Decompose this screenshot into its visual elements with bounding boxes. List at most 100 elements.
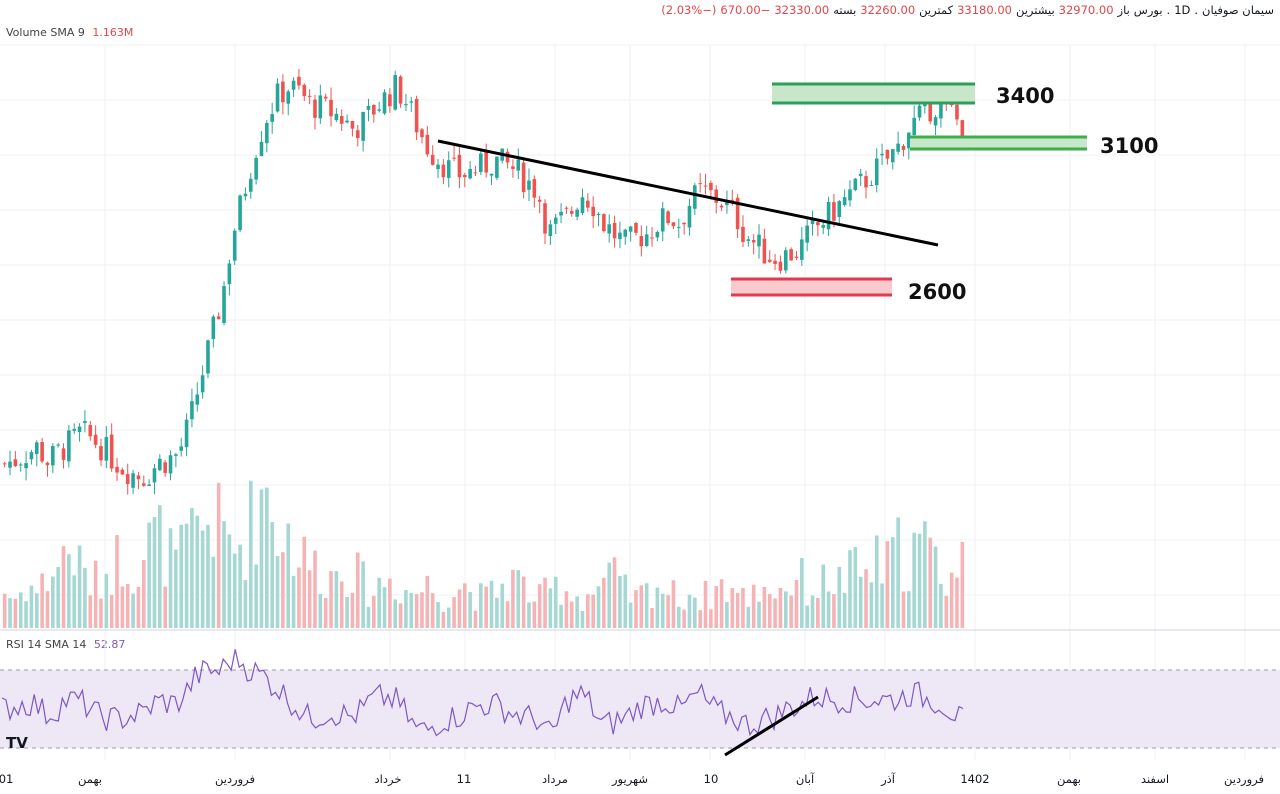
volume-bar [393,599,398,628]
candle-body [869,184,874,186]
volume-bar [45,591,50,628]
candle-body [72,428,77,431]
volume-bars [2,480,965,628]
tradingview-logo-icon[interactable]: TV [6,734,28,752]
symbol-name[interactable]: سیمان صوفیان [1202,3,1274,17]
volume-bar [602,577,606,628]
volume-bar [837,566,842,628]
volume-bar [2,593,7,628]
candle-body [591,206,595,217]
x-axis-label: آبان [796,772,815,786]
volume-bar [40,573,44,628]
candle-body [842,197,847,206]
rsi-trendline [724,695,819,757]
candle-body [693,185,697,209]
volume-bar [714,586,719,628]
volume-bar [489,580,494,628]
candle-body [896,143,900,152]
volume-bar [955,577,959,628]
volume-bar [821,564,826,628]
volume-bar [334,571,339,628]
candle-body [757,234,761,247]
volume-bar [783,591,788,628]
volume-bar [222,521,226,628]
x-axis-label: 10 [704,772,719,786]
candle-body [810,219,815,225]
volume-bar [751,584,756,628]
candle-body [345,120,349,123]
volume-bar [896,517,900,628]
candle-body [13,459,18,467]
volume-bar [211,556,216,628]
volume-bar [436,602,440,628]
volume-bar [607,562,612,628]
volume-bar [569,601,574,628]
volume-legend[interactable]: Volume SMA 9 1.163M [6,26,133,39]
candle-body [125,474,130,485]
volume-bar [83,567,87,628]
volume-bar [639,585,644,628]
rsi-legend[interactable]: RSI 14 SMA 14 52.87 [6,638,125,651]
candle-body [398,76,403,104]
volume-bar [564,591,569,628]
volume-bar [586,594,590,628]
volume-bar [789,595,793,628]
volume-bar [698,610,702,628]
candle-body [489,173,494,176]
volume-bar [414,594,419,628]
candle-body [553,217,558,224]
candle-body [206,340,210,374]
candle-body [890,149,895,163]
candle-body [425,134,430,155]
volume-bar [195,515,200,628]
volume-bar [596,586,601,628]
timeframe[interactable]: 1D [1174,3,1191,17]
rsi-line [1,649,964,737]
candle-body [18,464,23,466]
volume-bar [858,576,863,628]
candle-body [131,473,135,488]
volume-bar [553,576,558,628]
candle-body [168,455,173,474]
rsi-panel [0,649,1280,757]
volume-bar [580,611,585,628]
candle-body [548,224,553,237]
volume-bar [794,580,799,628]
candle-body [516,159,521,171]
volume-bar [339,581,344,628]
volume-bar [516,570,521,628]
volume-bar [355,552,360,628]
volume-bar [655,587,660,628]
volume-bar [960,541,965,628]
volume-bar [120,586,125,628]
volume-bar [864,569,868,628]
candle-body [248,178,253,192]
candle-body [917,105,922,118]
volume-bar [452,597,456,628]
volume-bar [457,589,462,628]
candle-body [901,145,906,150]
close-label: بسته [833,3,857,17]
volume-bar [56,566,60,628]
candle-body [960,120,965,141]
candle-body [40,441,44,462]
x-axis-label: فروردین [215,772,255,787]
volume-bar [275,556,280,628]
volume-bar [109,594,114,628]
x-axis-label: شهریور [611,772,648,787]
volume-bar [543,577,547,628]
candle-body [323,96,328,99]
volume-bar [548,588,553,628]
volume-bar [93,560,98,628]
candle-body [660,208,665,232]
volume-bar [591,594,595,628]
volume-bar [136,586,141,628]
volume-bar [666,595,670,628]
volume-bar [671,580,676,628]
candle-body [452,157,456,159]
volume-bar [746,606,751,628]
volume-bar [425,575,430,628]
volume-bar [88,595,93,628]
volume-bar [676,606,681,628]
